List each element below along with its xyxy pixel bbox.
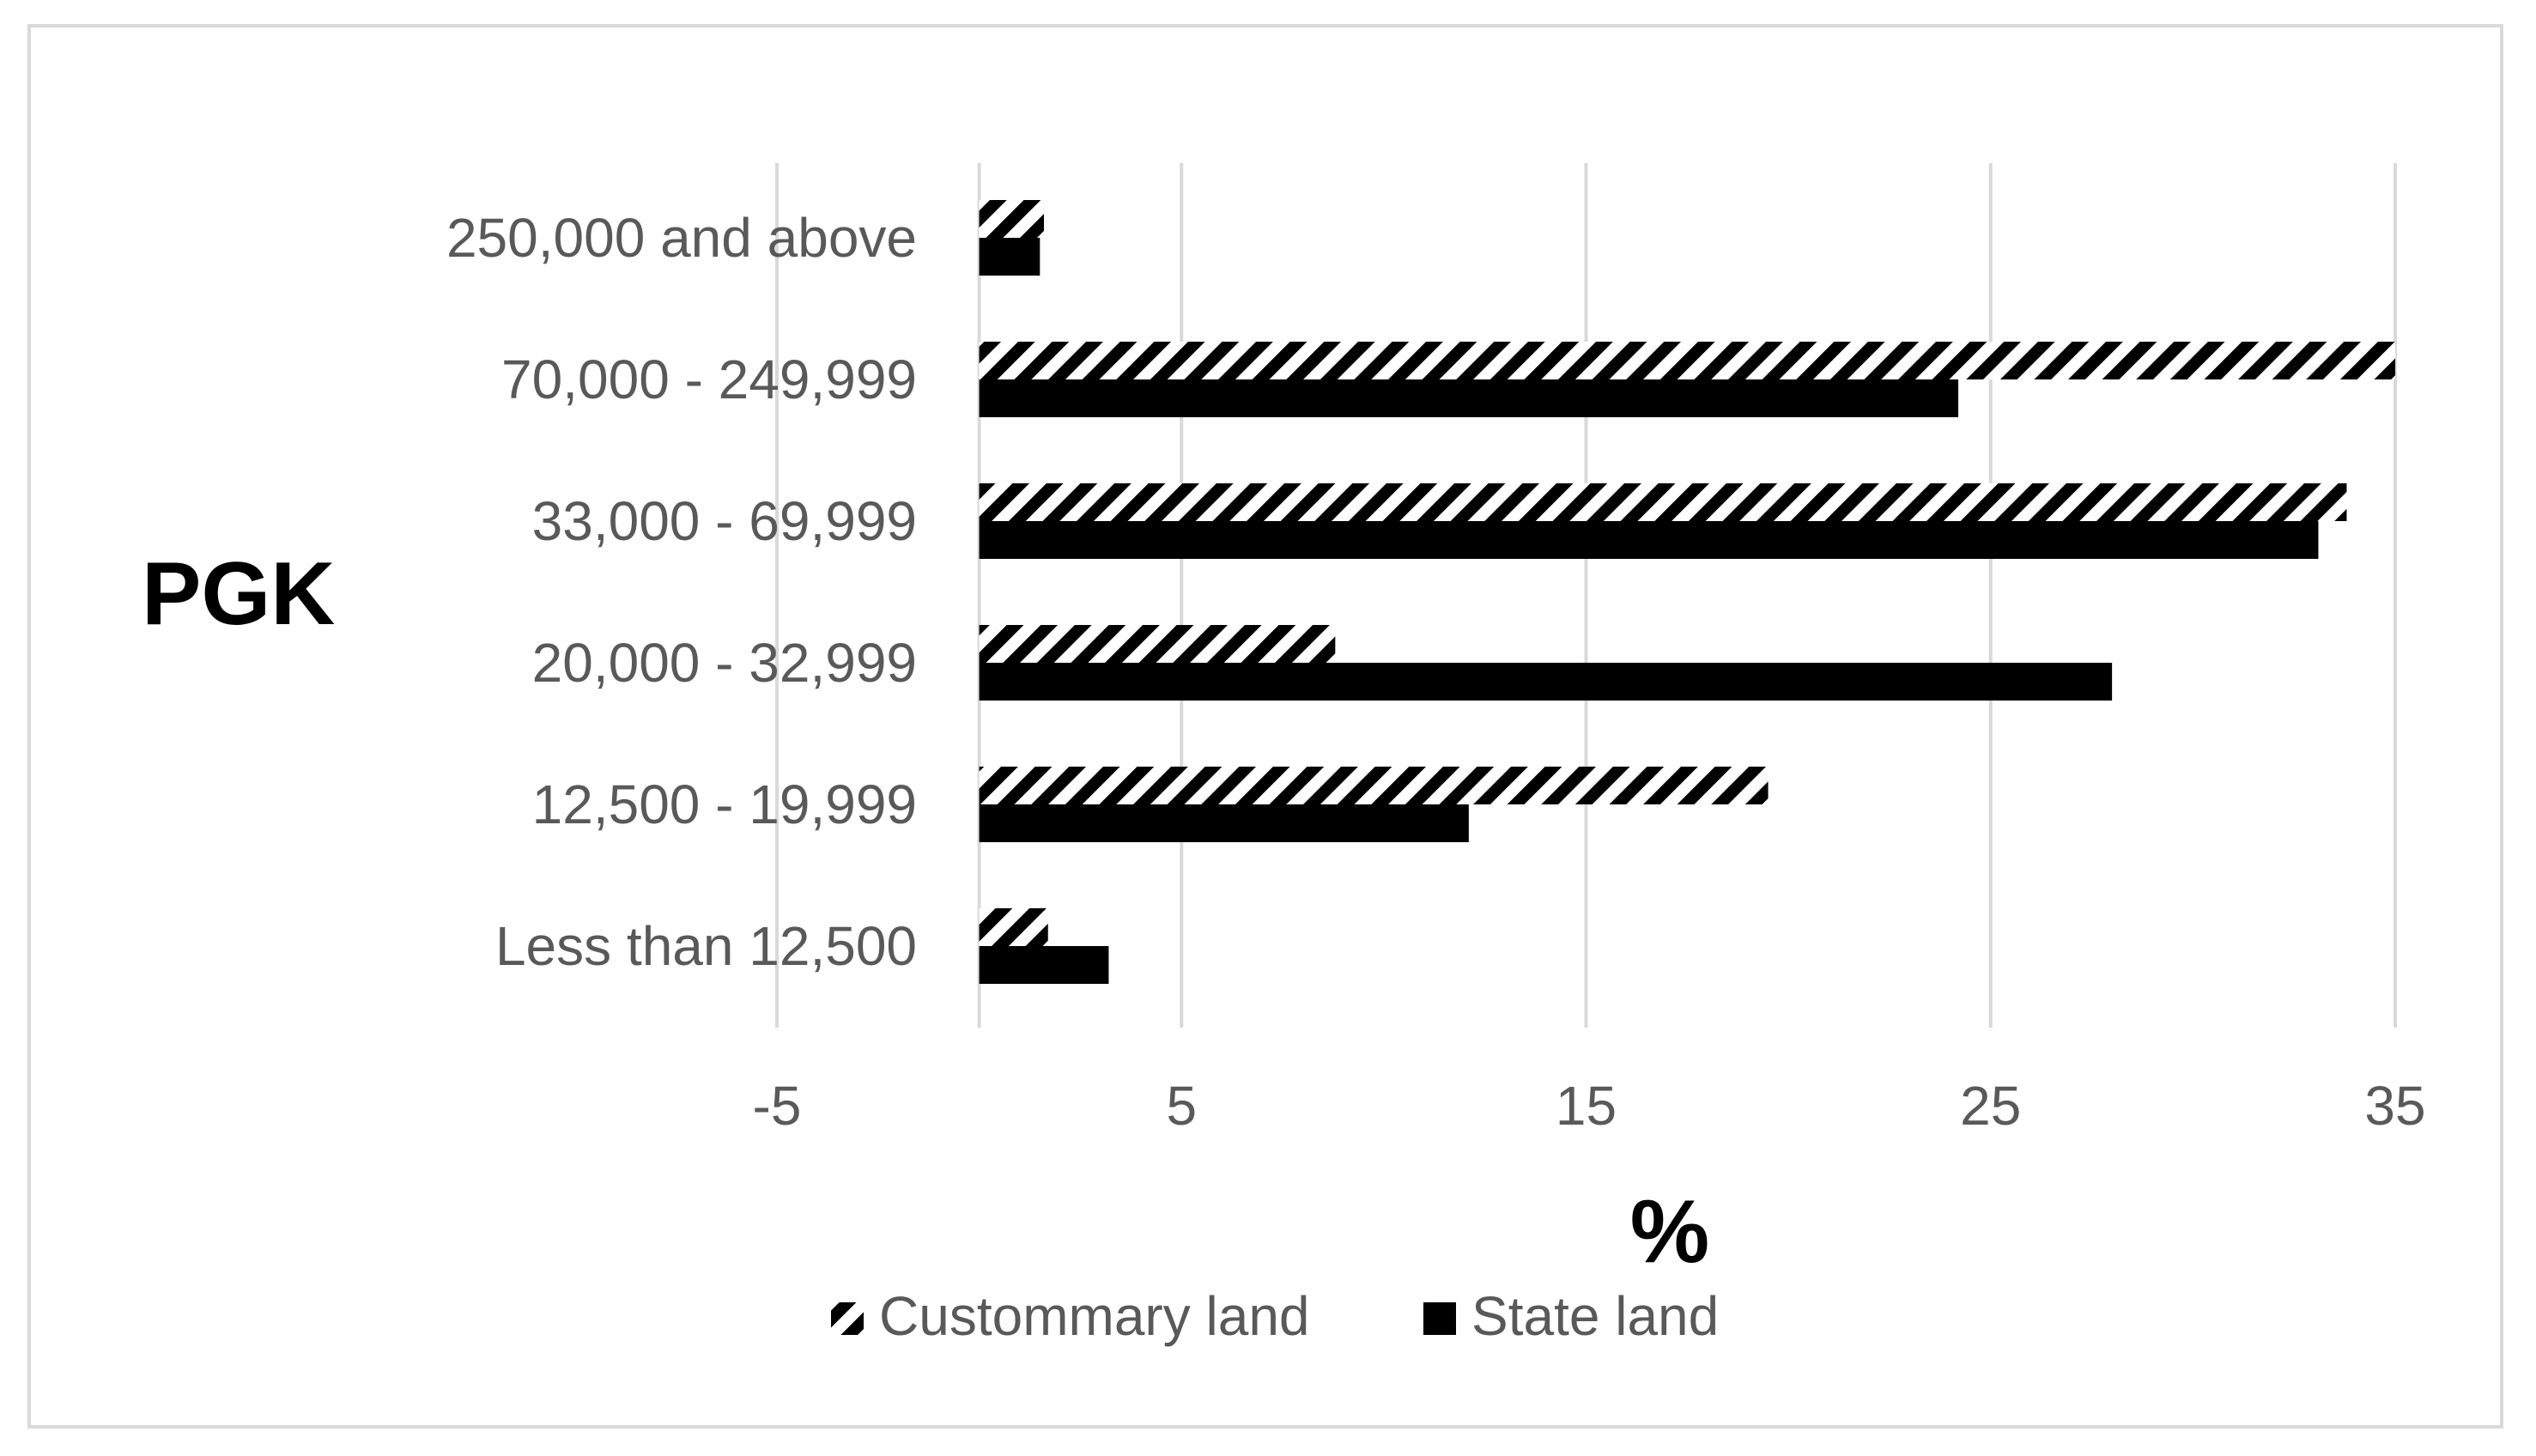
y-axis-title: PGK xyxy=(142,544,335,644)
x-tick-label: 35 xyxy=(2364,1075,2425,1137)
x-tick-label: 25 xyxy=(1960,1075,2021,1137)
bars xyxy=(979,200,2395,984)
bar-customary-land xyxy=(979,625,1336,663)
category-labels: Less than 12,500 12,500 - 19,999 20,000 - … xyxy=(446,207,917,977)
legend-label-state-land: State land xyxy=(1471,1285,1719,1347)
bar-customary-land xyxy=(979,767,1769,804)
legend-label-customary-land: Custommary land xyxy=(879,1285,1310,1347)
x-tick-labels: -5 5 15 25 35 xyxy=(753,1075,2426,1137)
legend-swatch-customary-land xyxy=(831,1302,864,1335)
gridlines xyxy=(775,163,2397,1028)
category-label: 33,000 - 69,999 xyxy=(532,490,917,552)
category-label: Less than 12,500 xyxy=(495,915,917,977)
category-label: 20,000 - 32,999 xyxy=(532,632,917,694)
bar-customary-land xyxy=(979,908,1048,946)
bar-state-land xyxy=(979,379,1959,417)
bar-customary-land xyxy=(979,200,1045,238)
x-tick-label: 15 xyxy=(1556,1075,1617,1137)
legend: Custommary land State land xyxy=(831,1285,1719,1347)
bar-state-land xyxy=(979,663,2113,701)
legend-swatch-state-land xyxy=(1423,1302,1456,1335)
category-label: 12,500 - 19,999 xyxy=(532,774,917,835)
chart-frame xyxy=(27,24,2503,1429)
bar-state-land xyxy=(979,804,1469,842)
category-label: 70,000 - 249,999 xyxy=(501,349,917,410)
bar-state-land xyxy=(979,521,2319,559)
bar-state-land xyxy=(979,238,1040,276)
bar-state-land xyxy=(979,946,1109,984)
x-tick-label: 5 xyxy=(1166,1075,1197,1137)
bar-customary-land xyxy=(979,483,2347,521)
category-label: 250,000 and above xyxy=(446,207,917,269)
x-axis-title: % xyxy=(1630,1182,1709,1282)
x-tick-label: -5 xyxy=(753,1075,802,1137)
bar-customary-land xyxy=(979,342,2395,379)
